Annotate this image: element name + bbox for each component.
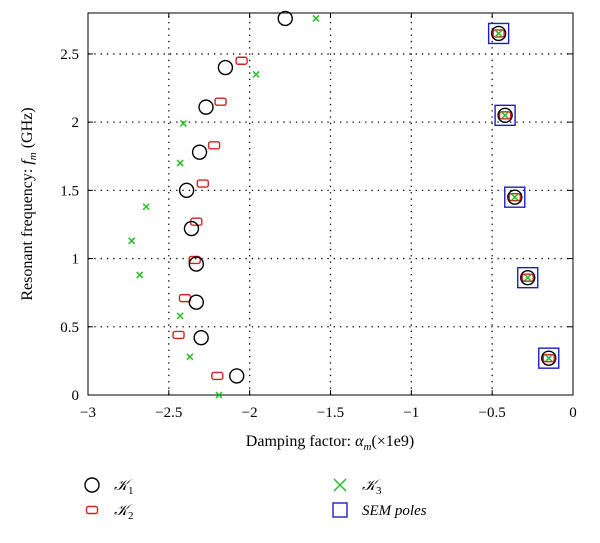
data-point-x <box>312 14 320 22</box>
y-tick-label: 1 <box>72 252 80 268</box>
data-point-x <box>495 29 503 37</box>
x-tick-label: −0.5 <box>479 405 506 421</box>
legend-marker-circle <box>84 477 100 493</box>
legend-label: 𝒦1 <box>114 478 133 497</box>
data-point-circle <box>277 10 293 27</box>
data-point-circle <box>191 144 208 160</box>
data-point-roundrect <box>521 273 534 282</box>
data-point-x <box>252 70 260 78</box>
legend-marker-roundrect <box>85 505 99 515</box>
data-point-x <box>179 119 187 128</box>
legend-label: SEM poles <box>362 503 427 519</box>
data-point-circle <box>229 368 245 384</box>
x-axis-title: Damping factor: αm(×1e9) <box>246 433 414 453</box>
y-tick-label: 0 <box>72 388 80 404</box>
data-point-square <box>487 22 510 45</box>
x-tick-label: 0 <box>569 405 577 421</box>
x-tick-label: −1 <box>403 405 419 421</box>
data-point-x <box>142 203 150 211</box>
legend-label: 𝒦3 <box>362 478 382 497</box>
data-points <box>128 10 560 399</box>
legend-marker-square <box>332 502 348 518</box>
data-point-circle <box>188 256 205 272</box>
y-axis-title: Resonant frequency: fm (GHz) <box>19 107 39 300</box>
data-point-circle <box>183 220 200 237</box>
data-point-roundrect <box>214 97 227 106</box>
data-point-x <box>136 271 144 279</box>
data-point-x <box>545 354 553 362</box>
x-tick-label: −2 <box>242 405 258 421</box>
data-point-square <box>517 266 539 289</box>
data-point-roundrect <box>172 330 185 340</box>
x-tick-label: −3 <box>80 405 96 421</box>
data-point-circle <box>198 99 214 115</box>
data-point-x <box>186 353 194 361</box>
data-point-x <box>511 193 519 201</box>
y-tick-label: 1.5 <box>60 183 79 199</box>
legend: 𝒦1 𝒦2 𝒦3 SEM poles <box>84 477 427 522</box>
data-point-roundrect <box>542 353 555 363</box>
data-point-roundrect <box>235 56 248 65</box>
data-point-roundrect <box>188 255 201 265</box>
data-point-x <box>215 391 223 399</box>
data-point-roundrect <box>207 141 221 150</box>
data-point-circle <box>188 294 205 310</box>
data-point-circle <box>178 182 195 199</box>
x-tick-label: −1.5 <box>317 405 344 421</box>
data-point-roundrect <box>492 29 505 38</box>
legend-label: 𝒦2 <box>114 503 133 522</box>
data-point-circle <box>193 330 209 346</box>
y-tick-label: 0.5 <box>60 320 79 336</box>
data-point-square <box>504 186 526 208</box>
data-point-square <box>494 104 516 127</box>
data-point-circle <box>217 59 234 76</box>
data-point-x <box>524 274 532 282</box>
data-point-circle <box>507 189 523 205</box>
data-point-roundrect <box>196 179 209 188</box>
axis-ticks: −3 −2.5 −2 −1.5 −1 −0.5 0 0 0.5 1 1.5 2 2.5 <box>60 13 577 421</box>
grid <box>88 13 573 395</box>
data-point-circle <box>541 350 557 366</box>
y-tick-label: 2.5 <box>60 47 79 63</box>
data-point-roundrect <box>508 192 521 202</box>
y-tick-label: 2 <box>72 115 80 131</box>
data-point-roundrect <box>498 111 512 120</box>
x-tick-label: −2.5 <box>155 405 182 421</box>
legend-marker-x <box>333 478 347 492</box>
data-point-circle <box>520 269 536 286</box>
data-point-circle <box>490 25 507 42</box>
data-point-x <box>176 159 184 167</box>
data-point-circle <box>497 107 513 124</box>
data-point-x <box>128 237 136 245</box>
data-point-x <box>176 312 184 320</box>
data-point-square <box>538 347 560 369</box>
data-point-x <box>501 111 509 119</box>
data-point-roundrect <box>211 371 224 381</box>
